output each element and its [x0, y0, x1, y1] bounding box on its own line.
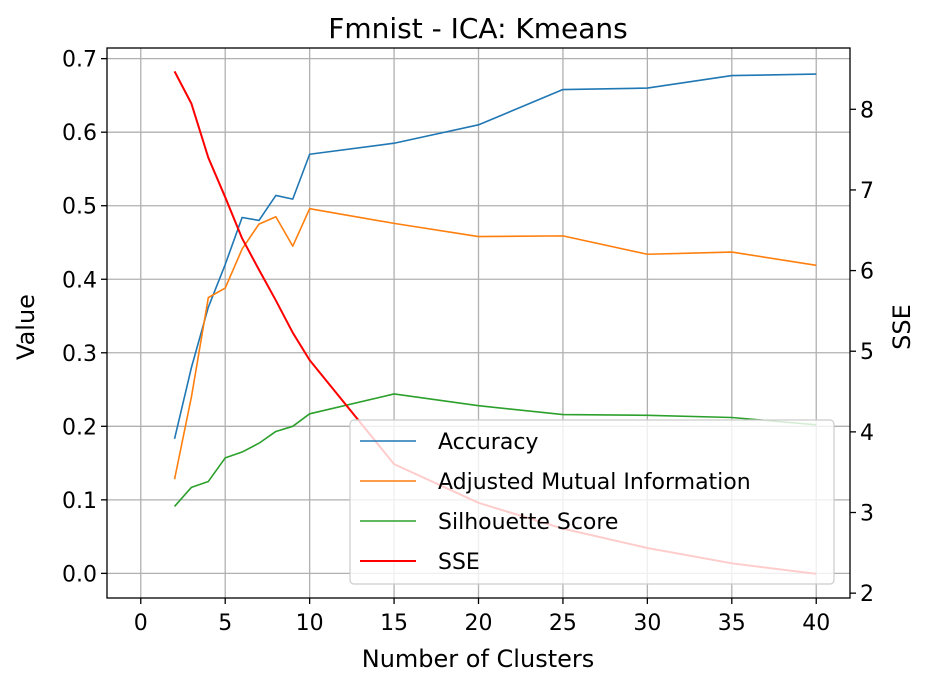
y-tick-label: 0.3 [62, 342, 97, 367]
x-tick-label: 15 [380, 611, 408, 636]
gridlines [107, 48, 850, 598]
legend: Accuracy Adjusted Mutual Information Silho… [349, 419, 835, 585]
series-line-1 [173, 207, 817, 480]
legend-label-3: SSE [438, 550, 480, 575]
legend-label-2: Silhouette Score [438, 510, 618, 535]
y-tick-label: 0.5 [62, 195, 97, 220]
y2-tick-label: 2 [860, 582, 874, 607]
legend-label-1: Adjusted Mutual Information [438, 470, 751, 495]
series-line-0 [173, 73, 817, 439]
y-tick-label: 0.6 [62, 121, 97, 146]
y-tick-label: 0.7 [62, 48, 97, 73]
legend-box [349, 419, 835, 585]
x-tick-label: 10 [296, 611, 324, 636]
y2-axis-label: SSE [888, 304, 916, 350]
x-tick-label: 25 [549, 611, 577, 636]
x-tick-label: 35 [718, 611, 746, 636]
y-tick-label: 0.0 [62, 562, 97, 587]
axes: 0 5 10 15 20 25 30 35 400.00.10.20.30.40.50.60.7… [62, 47, 874, 636]
y2-tick-label: 5 [860, 340, 874, 365]
legend-label-0: Accuracy [438, 430, 538, 455]
x-tick-label: 5 [218, 611, 232, 636]
chart-title: Fmnist - ICA: Kmeans [328, 12, 628, 45]
y-tick-label: 0.4 [62, 268, 97, 293]
y-axis-label: Value [12, 294, 40, 360]
y2-tick-label: 7 [860, 179, 874, 204]
x-tick-label: 0 [134, 611, 148, 636]
y2-tick-label: 4 [860, 421, 874, 446]
y2-tick-label: 6 [860, 260, 874, 285]
x-tick-label: 40 [802, 611, 830, 636]
series-line-2 [173, 393, 817, 507]
y2-tick-label: 3 [860, 502, 874, 527]
x-tick-label: 30 [633, 611, 661, 636]
x-axis-label: Number of Clusters [362, 645, 595, 673]
y-tick-label: 0.2 [62, 415, 97, 440]
x-tick-label: 20 [465, 611, 493, 636]
y-tick-label: 0.1 [62, 489, 97, 514]
y2-tick-label: 8 [860, 98, 874, 123]
